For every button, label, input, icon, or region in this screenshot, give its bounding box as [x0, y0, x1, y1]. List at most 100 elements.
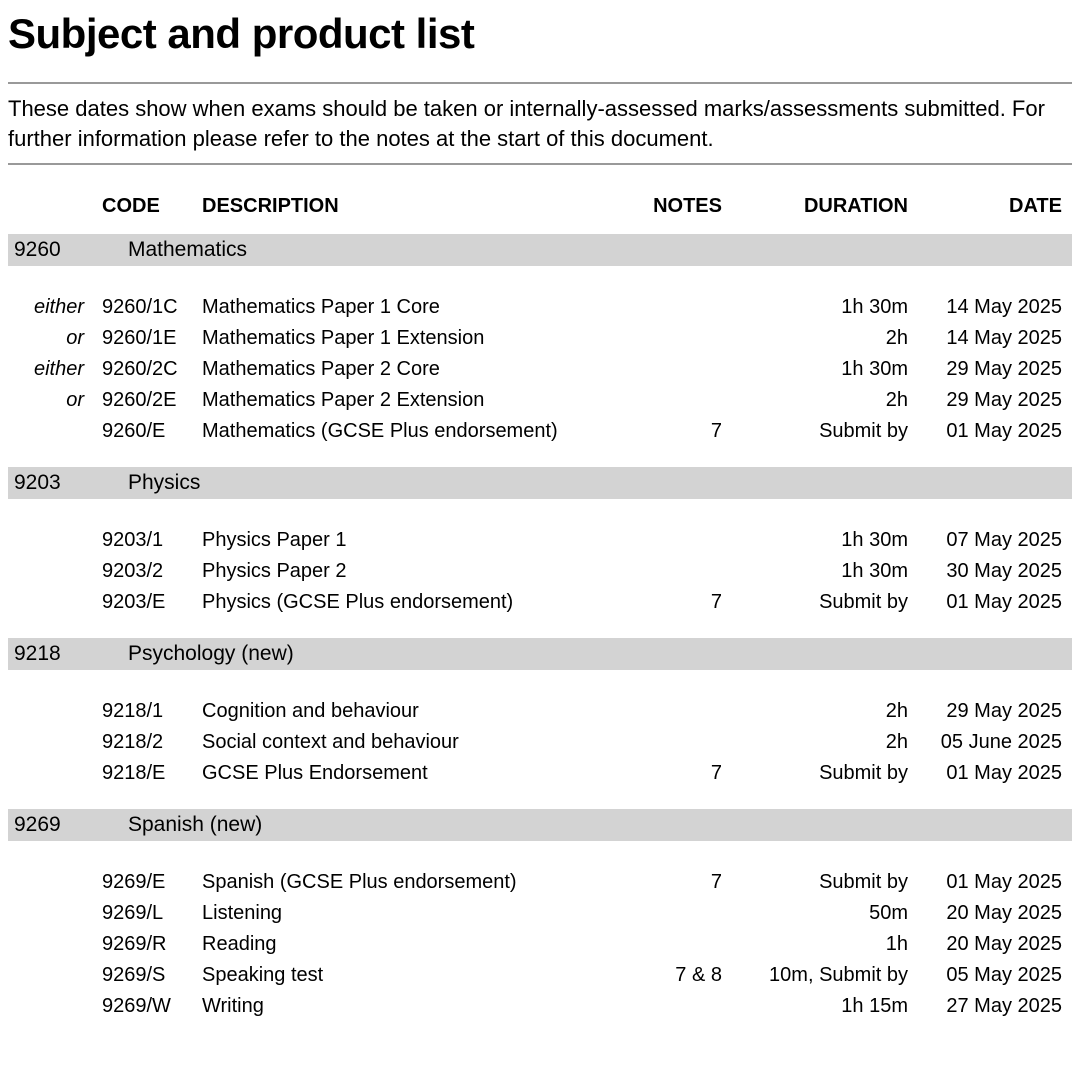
row-duration: 1h 30m — [742, 556, 912, 587]
row-notes: 7 — [622, 758, 742, 789]
subject-name: Spanish (new) — [98, 809, 1072, 841]
row-notes: 7 & 8 — [622, 960, 742, 991]
row-notes — [622, 556, 742, 587]
table-row: either9260/1CMathematics Paper 1 Core 1h … — [8, 292, 1072, 323]
row-prefix: or — [8, 385, 98, 416]
row-notes — [622, 385, 742, 416]
row-code: 9269/E — [98, 867, 198, 898]
row-description: Mathematics Paper 1 Core — [198, 292, 622, 323]
row-description: Speaking test — [198, 960, 622, 991]
row-code: 9218/E — [98, 758, 198, 789]
row-description: Writing — [198, 991, 622, 1022]
row-date: 05 May 2025 — [912, 960, 1072, 991]
row-notes — [622, 354, 742, 385]
table-row: 9269/RReading1h20 May 2025 — [8, 929, 1072, 960]
spacer-row — [8, 841, 1072, 867]
row-code: 9203/E — [98, 587, 198, 618]
row-description: Physics Paper 1 — [198, 525, 622, 556]
spacer-row — [8, 670, 1072, 696]
header-row: CODE DESCRIPTION NOTES DURATION DATE — [8, 189, 1072, 234]
row-description: Mathematics Paper 2 Extension — [198, 385, 622, 416]
row-date: 29 May 2025 — [912, 696, 1072, 727]
row-prefix — [8, 416, 98, 447]
table-row: or9260/1EMathematics Paper 1 Extension2h… — [8, 323, 1072, 354]
row-duration: 2h — [742, 385, 912, 416]
row-prefix — [8, 898, 98, 929]
header-prefix — [8, 189, 98, 234]
row-date: 27 May 2025 — [912, 991, 1072, 1022]
row-duration: 10m, Submit by — [742, 960, 912, 991]
row-description: Mathematics Paper 2 Core — [198, 354, 622, 385]
table-row: 9269/ESpanish (GCSE Plus endorsement)7Su… — [8, 867, 1072, 898]
row-duration: Submit by — [742, 416, 912, 447]
table-row: or9260/2EMathematics Paper 2 Extension 2h… — [8, 385, 1072, 416]
row-code: 9203/1 — [98, 525, 198, 556]
row-prefix — [8, 960, 98, 991]
subject-row: 9269Spanish (new) — [8, 809, 1072, 841]
subject-code: 9269 — [8, 809, 98, 841]
spacer-row — [8, 789, 1072, 809]
spacer-row — [8, 1022, 1072, 1042]
table-row: 9218/EGCSE Plus Endorsement7Submit by01 … — [8, 758, 1072, 789]
row-date: 14 May 2025 — [912, 323, 1072, 354]
row-description: Spanish (GCSE Plus endorsement) — [198, 867, 622, 898]
table-row: 9269/WWriting 1h 15m27 May 2025 — [8, 991, 1072, 1022]
row-date: 01 May 2025 — [912, 587, 1072, 618]
table-row: 9218/1Cognition and behaviour2h29 May 20… — [8, 696, 1072, 727]
row-notes — [622, 991, 742, 1022]
row-code: 9218/2 — [98, 727, 198, 758]
row-code: 9260/1C — [98, 292, 198, 323]
row-prefix: either — [8, 292, 98, 323]
spacer-row — [8, 618, 1072, 638]
row-date: 01 May 2025 — [912, 758, 1072, 789]
row-description: Cognition and behaviour — [198, 696, 622, 727]
row-date: 30 May 2025 — [912, 556, 1072, 587]
row-notes: 7 — [622, 587, 742, 618]
row-notes — [622, 929, 742, 960]
row-code: 9203/2 — [98, 556, 198, 587]
row-prefix — [8, 758, 98, 789]
row-prefix: either — [8, 354, 98, 385]
subject-row: 9260Mathematics — [8, 234, 1072, 266]
row-code: 9218/1 — [98, 696, 198, 727]
row-notes — [622, 323, 742, 354]
row-date: 29 May 2025 — [912, 354, 1072, 385]
row-duration: 2h — [742, 323, 912, 354]
row-code: 9269/R — [98, 929, 198, 960]
row-prefix — [8, 587, 98, 618]
row-prefix — [8, 525, 98, 556]
row-duration: 1h 15m — [742, 991, 912, 1022]
table-row: 9203/1Physics Paper 11h 30m07 May 2025 — [8, 525, 1072, 556]
row-description: Reading — [198, 929, 622, 960]
row-date: 14 May 2025 — [912, 292, 1072, 323]
row-duration: Submit by — [742, 758, 912, 789]
intro-text: These dates show when exams should be ta… — [8, 84, 1072, 163]
subject-row: 9218Psychology (new) — [8, 638, 1072, 670]
divider-bottom — [8, 163, 1072, 165]
row-code: 9269/S — [98, 960, 198, 991]
table-row: 9203/2Physics Paper 21h 30m30 May 2025 — [8, 556, 1072, 587]
row-code: 9269/W — [98, 991, 198, 1022]
row-code: 9269/L — [98, 898, 198, 929]
row-duration: 2h — [742, 727, 912, 758]
row-date: 01 May 2025 — [912, 867, 1072, 898]
header-description: DESCRIPTION — [198, 189, 622, 234]
subject-code: 9203 — [8, 467, 98, 499]
row-code: 9260/2E — [98, 385, 198, 416]
row-prefix — [8, 867, 98, 898]
table-row: 9260/EMathematics (GCSE Plus endorsement… — [8, 416, 1072, 447]
spacer-row — [8, 266, 1072, 292]
row-date: 29 May 2025 — [912, 385, 1072, 416]
row-notes: 7 — [622, 416, 742, 447]
row-duration: 1h 30m — [742, 292, 912, 323]
table-row: 9269/SSpeaking test7 & 810m, Submit by05… — [8, 960, 1072, 991]
row-notes — [622, 898, 742, 929]
subject-code: 9218 — [8, 638, 98, 670]
row-description: Physics (GCSE Plus endorsement) — [198, 587, 622, 618]
subject-name: Mathematics — [98, 234, 1072, 266]
row-duration: Submit by — [742, 587, 912, 618]
row-duration: 50m — [742, 898, 912, 929]
subject-row: 9203Physics — [8, 467, 1072, 499]
row-date: 07 May 2025 — [912, 525, 1072, 556]
row-description: Listening — [198, 898, 622, 929]
